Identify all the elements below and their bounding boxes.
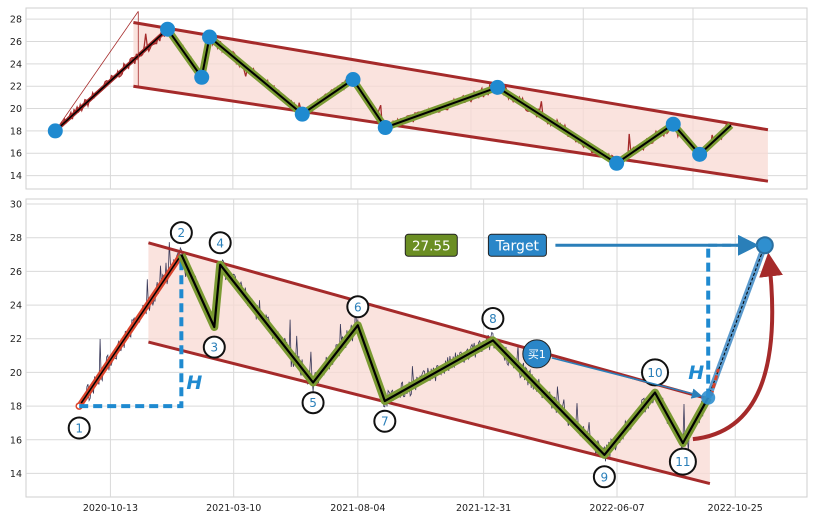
pivot-marker	[294, 106, 310, 122]
pivot-label: 8	[489, 312, 497, 326]
pivot-marker	[160, 21, 176, 37]
breakout-point	[701, 390, 716, 405]
pivot-label-circle	[373, 409, 397, 433]
pivot-marker	[345, 72, 361, 88]
target-point	[755, 236, 774, 255]
height-label-2: H	[688, 362, 704, 384]
target-curve-arrow	[692, 252, 783, 442]
y-tick-label: 26	[10, 37, 22, 48]
impulse-line-core	[54, 28, 169, 132]
pivot-label: 5	[309, 396, 317, 410]
pivot-marker	[194, 69, 210, 85]
y-tick-label: 14	[10, 171, 22, 182]
y-tick-label: 26	[10, 267, 22, 278]
x-tick-label: 2021-08-04	[330, 503, 385, 514]
pivot-label: 2	[178, 226, 186, 240]
y-tick-label: 24	[10, 59, 22, 70]
x-tick-label: 2021-12-31	[456, 503, 511, 514]
zigzag-inner	[180, 254, 710, 456]
y-tick-label: 18	[10, 126, 22, 137]
channel-upper-line	[148, 241, 711, 401]
price-value-label: 27.55	[412, 238, 451, 254]
y-tick-label: 22	[10, 334, 22, 345]
pivot-marker	[665, 116, 681, 132]
y-tick-label: 28	[10, 15, 22, 26]
channel-lower-line	[133, 84, 769, 183]
pivot-label: 10	[647, 366, 662, 380]
x-tick-label: 2022-10-25	[708, 503, 763, 514]
panel-0: 14 16 18 20 22 24 26 28	[10, 7, 808, 190]
height-measure-dash	[79, 254, 184, 409]
pivot-label: 11	[675, 455, 690, 469]
y-tick-label: 20	[10, 104, 22, 115]
pivot-label-circle	[208, 231, 232, 255]
pivot-marker	[609, 155, 625, 171]
pivot-marker	[47, 123, 63, 139]
pivot-label-circle	[592, 465, 616, 489]
channel-lower-line	[148, 340, 711, 485]
pivot-label-circle	[169, 221, 193, 245]
y-tick-label: 16	[10, 149, 22, 160]
impulse-line-core	[78, 254, 182, 407]
pivot-label: 3	[210, 341, 218, 355]
pivot-label-circle	[346, 295, 370, 319]
pivot-label: 7	[381, 415, 389, 429]
pivot-label-circle	[301, 391, 325, 415]
pivot-marker	[377, 120, 393, 136]
y-tick-label: 24	[10, 301, 22, 312]
height-label: H	[186, 372, 202, 394]
y-tick-label: 30	[10, 200, 22, 211]
pivot-marker	[692, 146, 708, 162]
y-tick-label: 28	[10, 233, 22, 244]
breakout-dash	[709, 368, 720, 397]
target-label: Target	[495, 238, 540, 254]
pivot-marker	[490, 79, 506, 95]
pivot-label: 4	[216, 236, 224, 250]
pivot-label: 6	[354, 300, 362, 314]
y-tick-label: 22	[10, 82, 22, 93]
y-tick-label: 16	[10, 435, 22, 446]
pivot-marker	[202, 29, 218, 45]
buy-label: 买1	[528, 348, 546, 361]
measure-line	[54, 11, 139, 132]
y-tick-label: 20	[10, 368, 22, 379]
x-tick-label: 2021-03-10	[206, 503, 261, 514]
pivot-label-circle	[641, 358, 670, 387]
pivot-label-circle	[67, 416, 91, 440]
price-value-box	[404, 233, 458, 257]
buy-marker	[522, 339, 552, 369]
target-box	[487, 233, 547, 257]
pivot-label-circle	[668, 447, 697, 476]
pivot-label: 1	[75, 421, 83, 435]
channel-upper-line	[133, 21, 769, 132]
y-tick-label: 14	[10, 469, 22, 480]
y-tick-label: 18	[10, 402, 22, 413]
x-tick-label: 2022-06-07	[589, 503, 644, 514]
pivot-label-circle	[202, 335, 226, 359]
pivot-label-circle	[481, 307, 505, 331]
buy-arrow	[551, 357, 703, 399]
pivot-label: 9	[601, 470, 609, 484]
x-tick-label: 2020-10-13	[83, 503, 138, 514]
